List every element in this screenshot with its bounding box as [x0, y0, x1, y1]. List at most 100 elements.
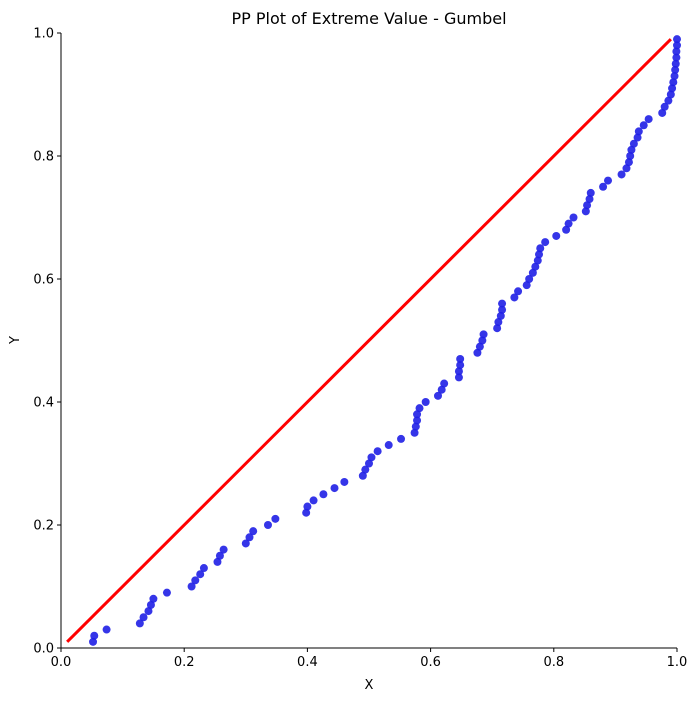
data-point: [213, 557, 222, 566]
data-point: [421, 398, 430, 406]
data-point: [670, 72, 679, 81]
data-point: [564, 219, 573, 228]
y-tick-label: 0.6: [33, 273, 54, 288]
data-point: [536, 244, 545, 253]
data-point: [411, 422, 420, 431]
x-ticks: 0.0 0.2 0.4 0.6 0.8 1.0: [51, 648, 688, 670]
data-point: [528, 268, 537, 277]
data-point: [664, 96, 673, 105]
data-point: [89, 637, 98, 646]
data-point: [249, 527, 258, 536]
data-point: [478, 336, 487, 345]
data-point: [384, 441, 393, 450]
data-point: [562, 225, 571, 234]
data-point: [535, 250, 544, 259]
data-point: [440, 379, 449, 388]
data-point: [90, 631, 99, 640]
x-tick-label: 0.2: [174, 655, 195, 670]
data-point: [672, 53, 681, 62]
data-point: [303, 502, 312, 511]
data-point: [263, 521, 272, 529]
x-tick-label: 0.0: [51, 655, 72, 670]
data-point: [666, 90, 675, 99]
data-point: [358, 471, 367, 480]
data-point: [552, 231, 561, 240]
reference-line: [66, 38, 672, 643]
data-point: [633, 133, 642, 142]
data-point: [219, 545, 228, 554]
x-axis-label: X: [365, 678, 374, 693]
data-point: [586, 188, 595, 197]
data-point: [454, 367, 463, 376]
axes: 0.0 0.2 0.4 0.6 0.8 1.0 0.0 0.2 0.4 0.6 0.8 1.0: [33, 27, 687, 671]
data-point: [671, 65, 680, 74]
x-tick-label: 0.4: [297, 655, 318, 670]
data-point: [522, 281, 531, 290]
data-point: [473, 348, 482, 357]
data-point: [599, 182, 608, 191]
y-tick-label: 0.8: [33, 150, 54, 165]
data-point: [514, 287, 523, 296]
y-tick-label: 0.0: [33, 642, 54, 657]
data-point: [302, 508, 311, 517]
data-point: [146, 600, 155, 609]
data-point: [454, 373, 463, 382]
data-point: [410, 428, 419, 437]
y-ticks: 0.0 0.2 0.4 0.6 0.8 1.0: [33, 27, 61, 657]
y-axis-label: Y: [8, 336, 23, 345]
data-point: [634, 127, 643, 136]
data-point: [533, 256, 542, 265]
data-point: [456, 361, 465, 370]
data-point: [581, 207, 590, 216]
data-point: [319, 490, 328, 499]
data-point: [498, 299, 507, 308]
data-point: [373, 447, 382, 456]
data-point: [433, 391, 442, 400]
data-point: [669, 78, 678, 87]
data-point: [413, 410, 422, 419]
data-point: [149, 594, 158, 603]
data-point: [437, 385, 446, 394]
data-point: [498, 305, 507, 314]
data-point: [569, 213, 578, 222]
data-point: [162, 588, 171, 597]
data-point: [365, 459, 373, 468]
data-point: [215, 551, 224, 560]
data-point: [624, 158, 633, 167]
plot-area: [66, 35, 681, 646]
data-point: [135, 619, 144, 628]
data-point: [456, 354, 465, 363]
y-tick-label: 0.2: [33, 519, 54, 534]
chart-title: PP Plot of Extreme Value - Gumbel: [231, 9, 506, 28]
data-point: [639, 121, 648, 130]
data-point: [671, 59, 680, 68]
data-point: [187, 582, 196, 591]
data-point: [309, 496, 318, 505]
data-point: [626, 152, 635, 160]
y-tick-label: 1.0: [33, 27, 54, 42]
data-point: [415, 404, 424, 413]
data-point: [330, 484, 339, 493]
data-point: [673, 41, 681, 50]
data-point: [658, 108, 667, 117]
x-tick-label: 0.6: [420, 655, 441, 670]
data-point: [367, 453, 376, 462]
data-point: [340, 477, 349, 486]
data-point: [199, 564, 208, 573]
data-point: [510, 293, 519, 302]
data-point: [541, 238, 550, 247]
data-point: [139, 613, 148, 622]
data-point: [196, 570, 205, 579]
data-point: [361, 465, 370, 474]
data-point: [525, 275, 534, 283]
data-point: [413, 416, 422, 425]
data-point: [496, 311, 505, 320]
data-point: [627, 145, 636, 154]
data-point: [531, 262, 540, 271]
data-point: [271, 514, 280, 523]
x-tick-label: 1.0: [667, 655, 688, 670]
data-point: [585, 195, 594, 204]
data-point: [241, 539, 250, 548]
data-point: [245, 533, 254, 542]
